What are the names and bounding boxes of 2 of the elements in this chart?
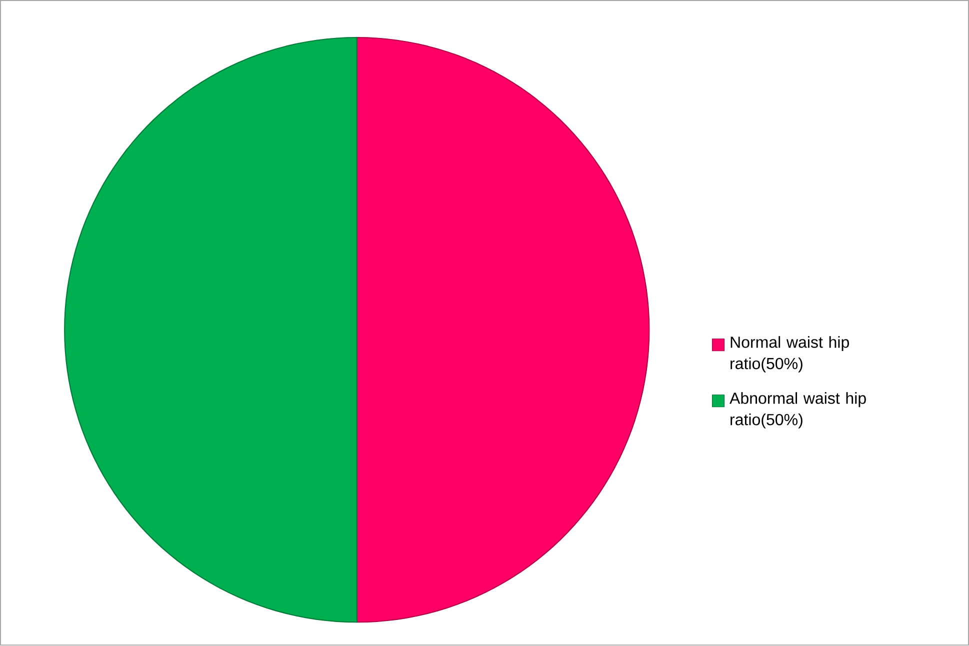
- legend-label: Abnormal waist hip ratio(50%): [730, 392, 866, 429]
- legend-label: Normal waist hip ratio(50%): [730, 336, 849, 373]
